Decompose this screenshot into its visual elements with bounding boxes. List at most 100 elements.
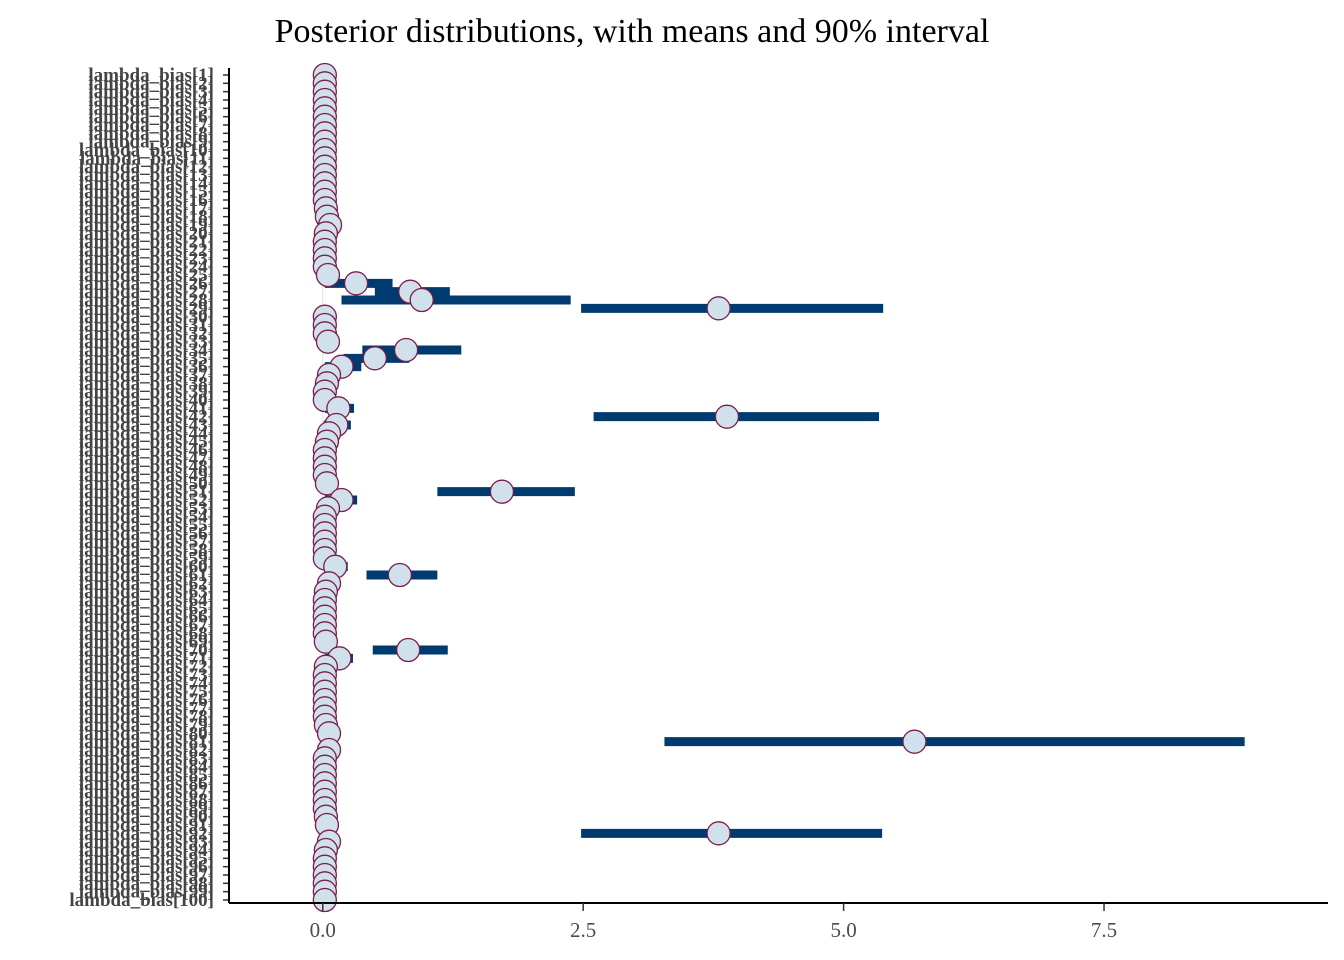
parameter-label-19: lambda_bias[19] <box>79 215 214 236</box>
mean-point-81 <box>902 729 927 754</box>
chart-title: Posterior distributions, with means and … <box>275 13 990 50</box>
parameter-label-53: lambda_bias[53] <box>79 498 214 519</box>
parameter-label-29: lambda_bias[29] <box>79 298 214 319</box>
parameter-label-48: lambda_bias[48] <box>79 457 214 478</box>
parameter-label-62: lambda_bias[62] <box>79 573 214 594</box>
mean-points <box>312 62 927 913</box>
parameter-label-71: lambda_bias[71] <box>79 648 214 669</box>
parameter-label-88: lambda_bias[88] <box>79 790 214 811</box>
parameter-label-13: lambda_bias[13] <box>79 165 214 186</box>
parameter-label-72: lambda_bias[72] <box>79 657 214 678</box>
parameter-label-80: lambda_bias[80] <box>79 723 214 744</box>
parameter-label-100: lambda_bias[100] <box>69 890 214 911</box>
parameter-label-66: lambda_bias[66] <box>79 607 214 628</box>
parameter-label-39: lambda_bias[39] <box>79 382 214 403</box>
parameter-label-31: lambda_bias[31] <box>79 315 214 336</box>
parameter-label-82: lambda_bias[82] <box>79 740 214 761</box>
parameter-label-83: lambda_bias[83] <box>79 748 214 769</box>
x-tick-label-4: 7.5 <box>1091 918 1117 942</box>
mean-point-69 <box>313 629 339 654</box>
mean-point-50 <box>314 471 340 496</box>
parameter-label-86: lambda_bias[86] <box>79 773 214 794</box>
mean-point-42 <box>714 404 740 429</box>
parameter-labels: lambda_bias[1]lambda_bias[2]lambda_bias[… <box>69 65 214 911</box>
parameter-label-20: lambda_bias[20] <box>79 223 214 244</box>
parameter-label-56: lambda_bias[56] <box>79 523 214 544</box>
parameter-label-16: lambda_bias[16] <box>79 190 214 211</box>
parameter-label-92: lambda_bias[92] <box>79 823 214 844</box>
parameter-label-38: lambda_bias[38] <box>79 373 214 394</box>
mean-point-25 <box>315 262 341 288</box>
parameter-label-35: lambda_bias[35] <box>79 348 214 369</box>
parameter-label-77: lambda_bias[77] <box>79 698 214 719</box>
parameter-label-22: lambda_bias[22] <box>79 240 214 261</box>
parameter-label-70: lambda_bias[70] <box>79 640 214 661</box>
parameter-label-91: lambda_bias[91] <box>79 815 214 836</box>
mean-point-33 <box>315 329 341 354</box>
parameter-label-74: lambda_bias[74] <box>79 673 214 694</box>
parameter-label-23: lambda_bias[23] <box>79 248 214 269</box>
x-tick-label-2: 2.5 <box>570 918 596 942</box>
parameter-label-33: lambda_bias[33] <box>79 332 214 353</box>
parameter-label-5: lambda_bias[5] <box>88 98 214 119</box>
parameter-label-17: lambda_bias[17] <box>79 198 214 219</box>
parameter-label-59: lambda_bias[59] <box>79 548 214 569</box>
parameter-label-36: lambda_bias[36] <box>79 357 214 378</box>
parameter-label-65: lambda_bias[65] <box>79 598 214 619</box>
parameter-label-3: lambda_bias[3] <box>88 82 214 103</box>
parameter-label-95: lambda_bias[95] <box>79 848 214 869</box>
parameter-label-32: lambda_bias[32] <box>79 323 214 344</box>
parameter-label-25: lambda_bias[25] <box>79 265 214 286</box>
parameter-label-94: lambda_bias[94] <box>79 840 214 861</box>
parameter-label-81: lambda_bias[81] <box>79 732 214 753</box>
parameter-label-78: lambda_bias[78] <box>79 707 214 728</box>
mean-point-51 <box>489 479 515 504</box>
parameter-label-46: lambda_bias[46] <box>79 440 214 461</box>
parameter-label-69: lambda_bias[69] <box>79 632 214 653</box>
parameter-label-87: lambda_bias[87] <box>79 782 214 803</box>
parameter-label-8: lambda_bias[8] <box>88 123 214 144</box>
parameter-label-7: lambda_bias[7] <box>88 115 214 136</box>
parameter-label-30: lambda_bias[30] <box>79 307 214 328</box>
parameter-label-40: lambda_bias[40] <box>79 390 214 411</box>
x-tick-label-1: 0.0 <box>310 918 336 942</box>
parameter-label-18: lambda_bias[18] <box>79 207 214 228</box>
parameter-label-34: lambda_bias[34] <box>79 340 214 361</box>
parameter-label-47: lambda_bias[47] <box>79 448 214 469</box>
mean-point-34 <box>393 337 419 363</box>
parameter-label-76: lambda_bias[76] <box>79 690 214 711</box>
mean-point-26 <box>343 271 369 296</box>
parameter-label-55: lambda_bias[55] <box>79 515 214 536</box>
parameter-label-49: lambda_bias[49] <box>79 465 214 486</box>
parameter-label-79: lambda_bias[79] <box>79 715 214 736</box>
parameter-label-98: lambda_bias[98] <box>79 873 214 894</box>
parameter-label-54: lambda_bias[54] <box>79 507 214 528</box>
parameter-label-1: lambda_bias[1] <box>88 65 214 86</box>
parameter-label-97: lambda_bias[97] <box>79 865 214 886</box>
parameter-label-26: lambda_bias[26] <box>79 273 214 294</box>
parameter-label-24: lambda_bias[24] <box>79 257 214 278</box>
parameter-label-90: lambda_bias[90] <box>79 807 214 828</box>
mean-point-35 <box>362 346 387 371</box>
mean-point-100 <box>312 887 337 913</box>
mean-point-28 <box>409 287 434 313</box>
parameter-label-14: lambda_bias[14] <box>79 173 214 194</box>
parameter-label-37: lambda_bias[37] <box>79 365 214 386</box>
parameter-label-41: lambda_bias[41] <box>79 398 214 419</box>
parameter-label-99: lambda_bias[99] <box>79 882 214 903</box>
parameter-label-21: lambda_bias[21] <box>79 232 214 253</box>
parameter-label-6: lambda_bias[6] <box>88 107 214 128</box>
parameter-label-61: lambda_bias[61] <box>79 565 214 586</box>
parameter-label-52: lambda_bias[52] <box>79 490 214 511</box>
parameter-label-60: lambda_bias[60] <box>79 557 214 578</box>
parameter-label-50: lambda_bias[50] <box>79 473 214 494</box>
parameter-label-12: lambda_bias[12] <box>79 157 214 178</box>
parameter-label-10: lambda_bias[10] <box>79 140 214 161</box>
mean-point-29 <box>706 296 731 321</box>
x-tick-label-3: 5.0 <box>830 918 856 942</box>
parameter-label-45: lambda_bias[45] <box>79 432 214 453</box>
parameter-label-75: lambda_bias[75] <box>79 682 214 703</box>
parameter-label-68: lambda_bias[68] <box>79 623 214 644</box>
parameter-label-84: lambda_bias[84] <box>79 757 214 778</box>
